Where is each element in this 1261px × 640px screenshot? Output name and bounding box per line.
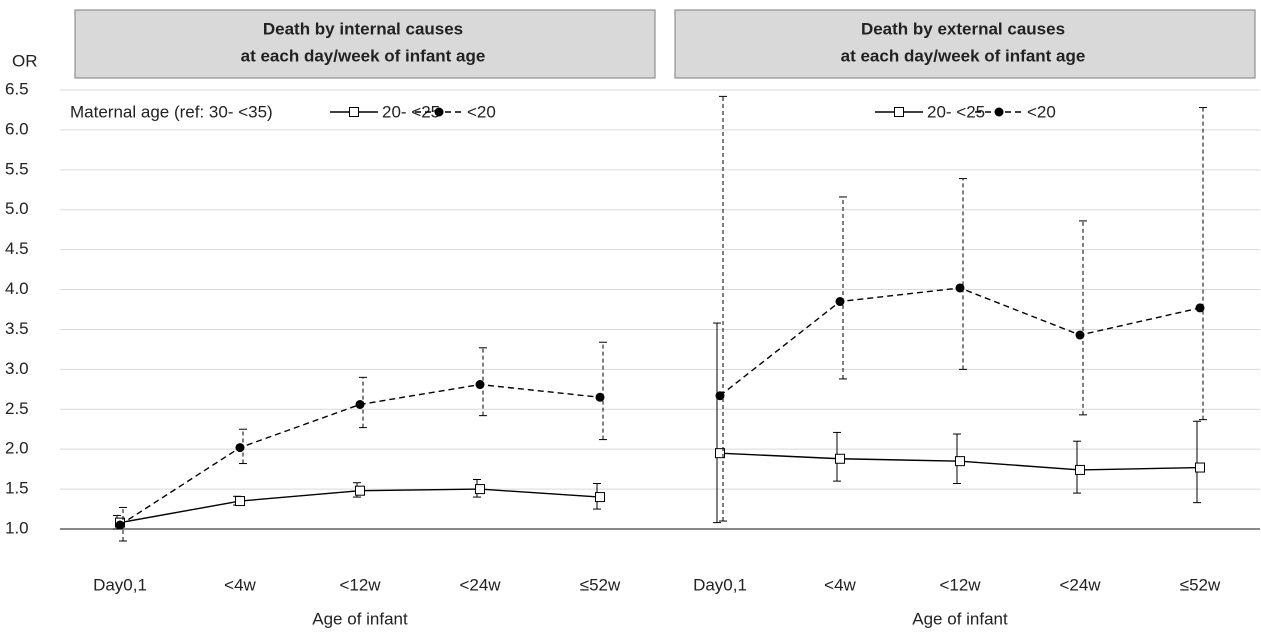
x-tick-label: <24w <box>1059 575 1101 594</box>
marker <box>355 399 365 409</box>
marker <box>1075 464 1085 475</box>
marker <box>235 443 245 453</box>
y-tick-label: 1.0 <box>5 518 29 537</box>
y-tick-label: 5.0 <box>5 199 29 218</box>
y-tick-label: 3.0 <box>5 359 29 378</box>
y-tick-label: 1.5 <box>5 479 29 498</box>
legend-marker <box>894 107 904 117</box>
marker <box>1075 330 1085 340</box>
x-tick-label: ≤52w <box>1180 575 1221 594</box>
marker <box>595 492 605 503</box>
series-line <box>719 287 1201 397</box>
marker <box>955 283 965 293</box>
x-tick-label: <4w <box>824 575 856 594</box>
x-tick-label: Day0,1 <box>93 575 147 594</box>
marker <box>475 380 485 390</box>
legend-label: 20- <25 <box>382 102 440 121</box>
y-tick-label: 3.5 <box>5 319 29 338</box>
y-tick-label: 6.0 <box>5 119 29 138</box>
marker <box>835 297 845 307</box>
x-tick-label: <24w <box>459 575 501 594</box>
marker <box>115 520 125 530</box>
title-box <box>74 9 656 79</box>
marker <box>1195 303 1205 313</box>
y-tick-label: 2.0 <box>5 439 29 458</box>
y-tick-label: 6.5 <box>5 79 29 98</box>
chart-title: at each day/week of infant age <box>841 46 1086 65</box>
x-tick-label: ≤52w <box>580 575 621 594</box>
marker <box>955 456 965 467</box>
y-tick-label: 5.5 <box>5 159 29 178</box>
x-axis-label: Age of infant <box>912 609 1008 628</box>
marker <box>715 448 725 459</box>
chart-title: at each day/week of infant age <box>241 46 486 65</box>
legend-marker <box>434 107 444 117</box>
marker <box>715 391 725 401</box>
x-tick-label: <12w <box>339 575 381 594</box>
title-box <box>674 9 1256 79</box>
marker <box>235 496 245 507</box>
x-tick-label: <4w <box>224 575 256 594</box>
legend-marker <box>349 107 359 117</box>
marker <box>475 484 485 495</box>
chart-title: Death by external causes <box>861 19 1065 38</box>
y-axis-label: OR <box>12 51 38 70</box>
legend-title: Maternal age (ref: 30- <35) <box>70 102 273 121</box>
chart-title: Death by internal causes <box>263 19 463 38</box>
y-tick-label: 2.5 <box>5 399 29 418</box>
x-tick-label: Day0,1 <box>693 575 747 594</box>
legend-label: <20 <box>1027 102 1056 121</box>
x-tick-label: <12w <box>939 575 981 594</box>
legend-label: 20- <25 <box>927 102 985 121</box>
legend-label: <20 <box>467 102 496 121</box>
marker <box>595 392 605 402</box>
y-tick-label: 4.5 <box>5 239 29 258</box>
marker <box>835 453 845 464</box>
legend-marker <box>994 107 1004 117</box>
marker <box>1195 462 1205 473</box>
x-axis-label: Age of infant <box>312 609 408 628</box>
y-tick-label: 4.0 <box>5 279 29 298</box>
marker <box>355 485 365 496</box>
